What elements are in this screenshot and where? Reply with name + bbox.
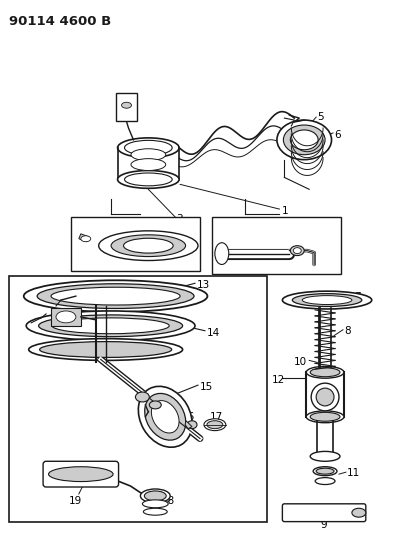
Ellipse shape	[313, 467, 337, 475]
Polygon shape	[185, 421, 192, 429]
Text: 1: 1	[281, 206, 288, 216]
Ellipse shape	[187, 421, 197, 429]
Text: 10: 10	[294, 358, 307, 367]
Ellipse shape	[215, 243, 229, 264]
Ellipse shape	[315, 478, 335, 484]
Ellipse shape	[125, 140, 172, 155]
Ellipse shape	[306, 366, 344, 378]
Text: 6: 6	[334, 130, 341, 140]
Ellipse shape	[136, 392, 149, 402]
Ellipse shape	[151, 401, 179, 433]
Ellipse shape	[99, 231, 198, 261]
Ellipse shape	[140, 489, 170, 503]
Ellipse shape	[49, 467, 113, 481]
Ellipse shape	[145, 393, 186, 440]
Ellipse shape	[144, 491, 166, 501]
Ellipse shape	[316, 468, 334, 474]
Ellipse shape	[310, 413, 340, 421]
Ellipse shape	[40, 342, 172, 358]
Bar	[116, 93, 138, 121]
Text: 12: 12	[272, 375, 285, 385]
Ellipse shape	[24, 280, 208, 312]
Text: 7: 7	[354, 292, 360, 302]
Ellipse shape	[118, 171, 179, 188]
Ellipse shape	[131, 149, 166, 160]
FancyBboxPatch shape	[43, 461, 119, 487]
Ellipse shape	[207, 421, 223, 429]
Bar	[51, 308, 81, 326]
Ellipse shape	[352, 508, 366, 517]
Ellipse shape	[125, 173, 172, 186]
Text: 19: 19	[69, 496, 82, 506]
Ellipse shape	[121, 102, 132, 108]
Ellipse shape	[138, 386, 192, 447]
Ellipse shape	[204, 419, 226, 431]
Ellipse shape	[292, 294, 362, 306]
Text: 8: 8	[344, 326, 351, 336]
Text: 3: 3	[218, 219, 224, 229]
Ellipse shape	[283, 291, 372, 309]
Bar	[212, 217, 341, 274]
Text: 5: 5	[317, 112, 324, 122]
Circle shape	[316, 388, 334, 406]
Text: 15: 15	[200, 382, 213, 392]
Ellipse shape	[51, 287, 180, 305]
Ellipse shape	[310, 368, 340, 377]
Text: 16: 16	[182, 412, 195, 422]
Text: 90114 4600 B: 90114 4600 B	[9, 15, 112, 28]
Polygon shape	[79, 234, 89, 242]
Ellipse shape	[310, 451, 340, 461]
Text: 13: 13	[197, 280, 210, 290]
Ellipse shape	[142, 500, 168, 508]
Ellipse shape	[293, 248, 301, 254]
Text: 17: 17	[210, 412, 223, 422]
FancyBboxPatch shape	[283, 504, 366, 522]
Ellipse shape	[39, 315, 183, 337]
Ellipse shape	[52, 318, 169, 334]
Ellipse shape	[118, 138, 179, 158]
Ellipse shape	[26, 311, 195, 341]
Ellipse shape	[283, 125, 325, 155]
Circle shape	[311, 383, 339, 411]
Ellipse shape	[37, 284, 194, 309]
Bar	[9, 276, 268, 522]
Text: 4: 4	[76, 229, 83, 239]
Ellipse shape	[290, 246, 304, 255]
Ellipse shape	[149, 401, 161, 409]
Ellipse shape	[111, 235, 185, 256]
Text: 14: 14	[207, 328, 220, 338]
Ellipse shape	[123, 238, 173, 253]
Ellipse shape	[290, 130, 318, 150]
Text: 9: 9	[321, 520, 327, 530]
Text: 2: 2	[145, 262, 152, 272]
Bar	[71, 217, 200, 271]
Ellipse shape	[143, 508, 167, 515]
Text: 3: 3	[176, 214, 183, 224]
Ellipse shape	[81, 236, 91, 242]
Ellipse shape	[131, 159, 166, 171]
Ellipse shape	[56, 311, 76, 323]
Text: 11: 11	[347, 468, 360, 478]
Ellipse shape	[302, 296, 352, 304]
Ellipse shape	[306, 411, 344, 423]
Ellipse shape	[277, 120, 332, 159]
Ellipse shape	[29, 338, 183, 360]
Text: 18: 18	[162, 496, 176, 506]
